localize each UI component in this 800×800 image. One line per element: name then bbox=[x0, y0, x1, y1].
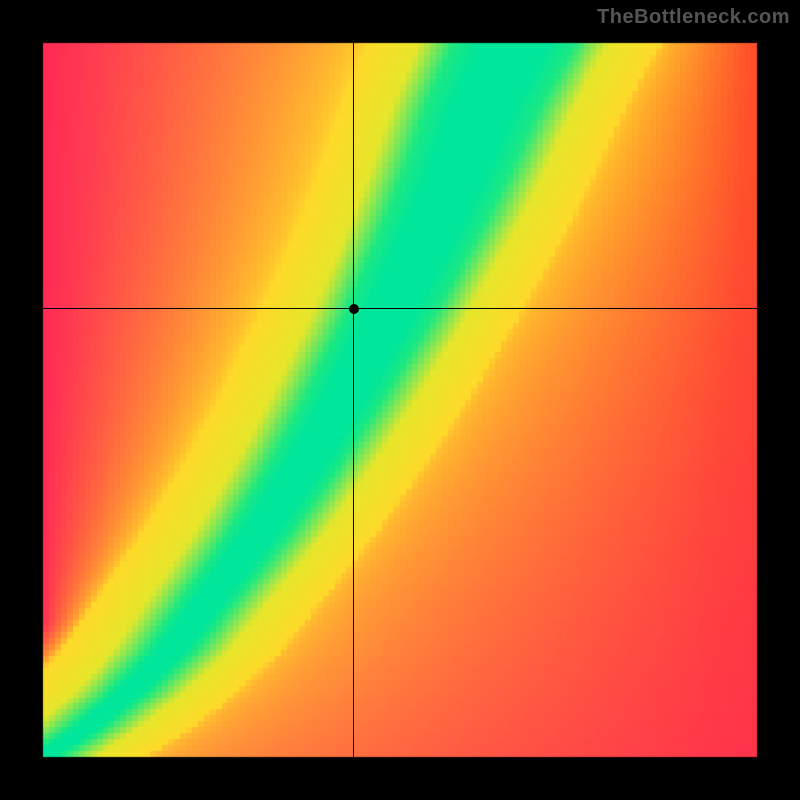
bottleneck-heatmap bbox=[0, 0, 800, 800]
crosshair-vertical bbox=[353, 43, 354, 757]
crosshair-horizontal bbox=[43, 308, 757, 309]
selected-point-marker bbox=[349, 304, 359, 314]
watermark-text: TheBottleneck.com bbox=[597, 6, 790, 29]
